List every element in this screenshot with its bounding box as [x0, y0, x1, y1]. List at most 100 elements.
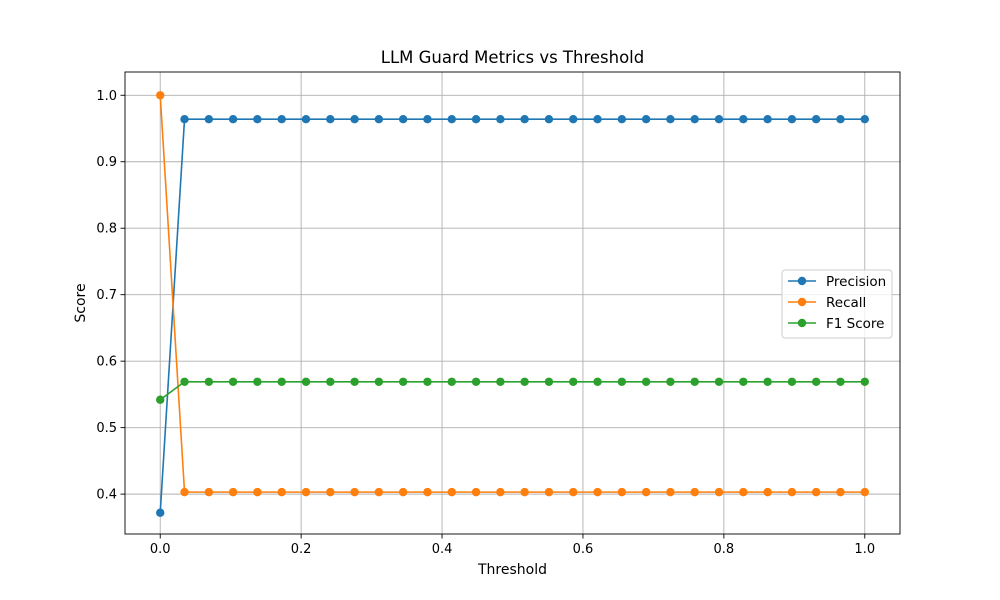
precision-point [447, 115, 456, 124]
f1-score-point [496, 377, 505, 386]
x-tick-label: 1.0 [854, 542, 875, 557]
f1-score-point [544, 377, 554, 386]
x-tick-label: 0.4 [432, 542, 453, 557]
y-axis-label: Score [73, 283, 89, 322]
f1-score-point [204, 377, 214, 386]
f1-score-point [641, 377, 651, 386]
recall-point [496, 487, 505, 497]
series-recall [156, 91, 869, 497]
recall-point [811, 487, 821, 497]
legend-label: Recall [826, 295, 866, 311]
recall-point [520, 487, 529, 497]
recall-point [593, 487, 602, 497]
y-tick-label: 0.9 [96, 155, 117, 170]
f1-score-point [569, 377, 578, 386]
recall-point [787, 487, 797, 497]
x-tick-label: 0.8 [714, 542, 735, 557]
precision-point [836, 115, 845, 124]
f1-score-point [156, 395, 165, 404]
precision-point [690, 115, 699, 124]
recall-point [253, 487, 262, 497]
recall-point [228, 487, 238, 497]
plot-frame [124, 71, 901, 535]
legend-swatch-marker [797, 318, 807, 328]
precision-point [739, 115, 748, 124]
recall-point [277, 487, 286, 497]
recall-point [714, 487, 724, 497]
y-tick-label: 0.6 [96, 355, 117, 370]
recall-point [180, 487, 189, 497]
recall-point [763, 487, 772, 497]
recall-point [423, 487, 432, 497]
f1-score-point [593, 377, 602, 386]
recall-point [156, 91, 165, 100]
precision-point [277, 115, 286, 124]
f1-score-point [326, 377, 335, 386]
recall-point [204, 487, 214, 497]
y-tick-label: 0.7 [96, 288, 117, 303]
precision-point [423, 115, 432, 124]
recall-point [860, 487, 869, 497]
precision-point [569, 115, 578, 124]
axis-ticks: 0.0 0.2 0.4 0.6 0.8 1.0 0.4 0.5 0.6 0.7 0.8 0.9 1.0 [96, 89, 875, 557]
y-tick-label: 0.8 [96, 222, 117, 237]
legend-item-recall: Recall [788, 295, 866, 311]
series-f1-score [156, 377, 869, 404]
precision-point [398, 115, 408, 124]
legend-label: F1 Score [826, 316, 884, 332]
precision-point [593, 115, 602, 124]
recall-point [690, 487, 699, 497]
legend-box [781, 269, 893, 339]
precision-point [471, 115, 481, 124]
f1-score-point [714, 377, 724, 386]
f1-score-point [423, 377, 432, 386]
f1-score-point [739, 377, 748, 386]
precision-point [811, 115, 821, 124]
f1-score-point [836, 377, 845, 386]
f1-score-point [447, 377, 456, 386]
f1-score-point [301, 377, 311, 386]
precision-point [641, 115, 651, 124]
f1-score-point [690, 377, 699, 386]
precision-point [301, 115, 311, 124]
y-tick-label: 1.0 [96, 89, 117, 104]
x-axis-label: Threshold [477, 562, 547, 578]
f1-score-point [374, 377, 384, 386]
precision-point [496, 115, 505, 124]
legend-item-f1-score: F1 Score [788, 316, 884, 332]
x-tick-label: 0.2 [291, 542, 312, 557]
precision-point [374, 115, 384, 124]
legend-label: Precision [826, 274, 886, 290]
f1-score-point [253, 377, 262, 386]
precision-point [228, 115, 238, 124]
series-group [156, 91, 869, 517]
precision-point [714, 115, 724, 124]
f1-score-point [228, 377, 238, 386]
precision-point [617, 115, 627, 124]
f1-score-point [666, 377, 675, 386]
x-tick-label: 0.6 [573, 542, 594, 557]
legend: Precision Recall F1 Score [781, 269, 893, 339]
precision-point [520, 115, 529, 124]
precision-point [544, 115, 554, 124]
f1-score-point [471, 377, 481, 386]
legend-item-precision: Precision [788, 274, 886, 290]
recall-point [617, 487, 627, 497]
recall-point [398, 487, 408, 497]
legend-swatch-marker [797, 276, 807, 286]
f1-score-point [277, 377, 286, 386]
f1-score-point [180, 377, 189, 386]
precision-point [763, 115, 772, 124]
precision-point [180, 115, 189, 124]
precision-point [253, 115, 262, 124]
recall-point [374, 487, 384, 497]
f1-score-point [763, 377, 772, 386]
recall-point [544, 487, 554, 497]
precision-point [860, 115, 869, 124]
legend-swatch-marker [797, 297, 807, 307]
y-tick-label: 0.5 [96, 421, 117, 436]
precision-point [350, 115, 359, 124]
y-tick-label: 0.4 [96, 488, 117, 503]
